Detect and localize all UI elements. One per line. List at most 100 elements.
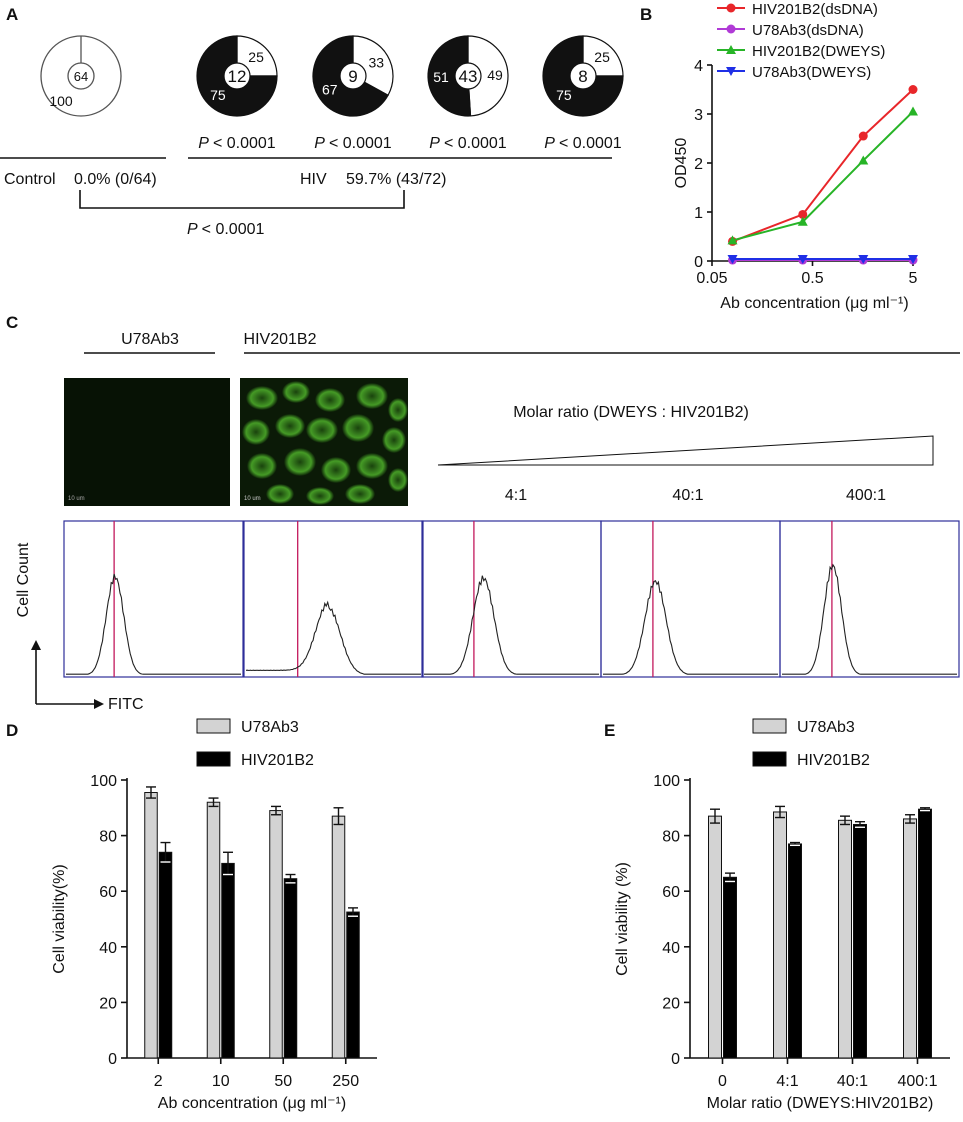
donut-hole — [339, 62, 367, 90]
x-tick-label: 10 — [212, 1073, 230, 1090]
control-label: Control — [4, 171, 56, 188]
micrograph-cells — [242, 381, 408, 505]
ratio-label-3: 400:1 — [846, 487, 886, 504]
legend-label: U78Ab3 — [797, 719, 855, 736]
x-tick-label: 40:1 — [837, 1073, 868, 1090]
legend-marker — [726, 45, 736, 54]
legend-marker — [726, 67, 736, 76]
micrograph-u78ab3 — [64, 378, 230, 506]
y-tick-label: 0 — [108, 1051, 117, 1068]
fluorescent-cell — [345, 484, 375, 504]
fitc-arrow-head — [94, 699, 104, 709]
panel-d-label: D — [6, 721, 18, 740]
legend-marker — [726, 24, 736, 34]
donut-slice-label: 67 — [322, 82, 338, 98]
fluorescent-cell — [321, 457, 351, 483]
cell-count-label: Cell Count — [15, 542, 32, 617]
hiv-label: HIV — [300, 171, 327, 188]
y-tick-label: 1 — [694, 205, 703, 222]
data-point — [908, 255, 918, 265]
flow-histograms — [63, 520, 960, 678]
donut-p-value: P < 0.0001 — [198, 135, 276, 152]
x-tick-label: 50 — [274, 1073, 292, 1090]
x-tick-label: 250 — [332, 1073, 359, 1090]
data-point — [908, 85, 918, 94]
scale-bar-label-hiv201b2: 10 um — [244, 496, 261, 502]
bar — [918, 808, 932, 1059]
y-tick-label: 0 — [694, 254, 703, 271]
comparison-bracket — [79, 190, 405, 209]
x-axis-label: Molar ratio (DWEYS:HIV201B2) — [707, 1095, 934, 1112]
fluorescent-cell — [246, 386, 278, 410]
donut-slice-label: 49 — [487, 67, 503, 83]
fluorescent-cell — [315, 388, 345, 412]
y-tick-label: 100 — [653, 773, 680, 790]
y-tick-label: 100 — [90, 773, 117, 790]
y-tick-label: 80 — [99, 829, 117, 846]
donut-slice-label: 51 — [433, 69, 449, 85]
donut-center-value: 64 — [74, 69, 88, 84]
bar — [773, 811, 787, 1059]
legend-label: U78Ab3(dsDNA) — [752, 22, 864, 39]
fluorescent-cell — [356, 453, 388, 479]
x-axis-label: Ab concentration (μg ml⁻¹) — [720, 295, 908, 312]
bar — [144, 792, 158, 1059]
donut-center-value: 43 — [459, 67, 478, 86]
legend-swatch — [752, 751, 787, 767]
series-line — [732, 88, 914, 243]
legend-label: U78Ab3 — [241, 719, 299, 736]
fluorescent-cell — [382, 427, 406, 453]
legend-swatch — [752, 718, 787, 734]
histogram-curve — [245, 600, 421, 675]
data-point — [908, 106, 918, 116]
bar — [206, 801, 221, 1059]
scale-bar-label-u78ab3: 10 um — [68, 496, 85, 502]
donut-hole — [454, 62, 482, 90]
bar — [346, 911, 360, 1059]
y-tick-label: 4 — [694, 58, 703, 75]
panel-c-label: C — [6, 313, 18, 332]
fluorescent-cell — [306, 487, 334, 505]
panel-b-label: B — [640, 5, 652, 24]
histogram-curve — [603, 580, 778, 675]
legend-label: HIV201B2 — [241, 752, 314, 769]
donut-slice — [236, 35, 278, 77]
legend-swatch — [196, 718, 231, 734]
donut-center-value: 9 — [348, 67, 357, 86]
donut-slice — [427, 35, 472, 117]
fluorescent-cell — [266, 484, 294, 504]
donut-p-value: P < 0.0001 — [314, 135, 392, 152]
y-tick-label: 60 — [662, 884, 680, 901]
ratio-label-2: 40:1 — [672, 487, 703, 504]
y-tick-label: 80 — [662, 829, 680, 846]
bar — [283, 878, 298, 1059]
fitc-label: FITC — [108, 696, 144, 713]
y-tick-label: 40 — [662, 940, 680, 957]
donut-slice — [582, 35, 624, 77]
data-point — [798, 209, 808, 219]
bar — [708, 815, 722, 1059]
fluorescent-cell — [342, 414, 374, 442]
panel-a-label: A — [6, 5, 18, 24]
chart-e: 0 20 40 60 80 100 0 4:1 40:1 400:1 Molar ratio (DW… — [614, 718, 950, 1112]
fluorescent-cell — [282, 381, 310, 403]
y-axis-label: Cell viability(%) — [51, 864, 68, 973]
bar — [788, 843, 802, 1059]
legend-label: HIV201B2 — [797, 752, 870, 769]
comparison-p: P < 0.0001 — [187, 221, 265, 238]
data-point — [727, 235, 738, 245]
x-tick-label: 400:1 — [897, 1073, 937, 1090]
x-tick-label: 4:1 — [776, 1073, 798, 1090]
histogram-frame — [243, 520, 424, 678]
y-tick-label: 2 — [694, 156, 703, 173]
histogram-frame — [421, 520, 602, 678]
ratio-title: Molar ratio (DWEYS : HIV201B2) — [513, 404, 749, 421]
y-axis-label: Cell viability (%) — [614, 862, 631, 976]
y-tick-label: 20 — [99, 995, 117, 1012]
donut-hole — [67, 62, 95, 90]
bar — [331, 815, 346, 1059]
data-point — [858, 155, 869, 165]
bar — [158, 851, 173, 1059]
